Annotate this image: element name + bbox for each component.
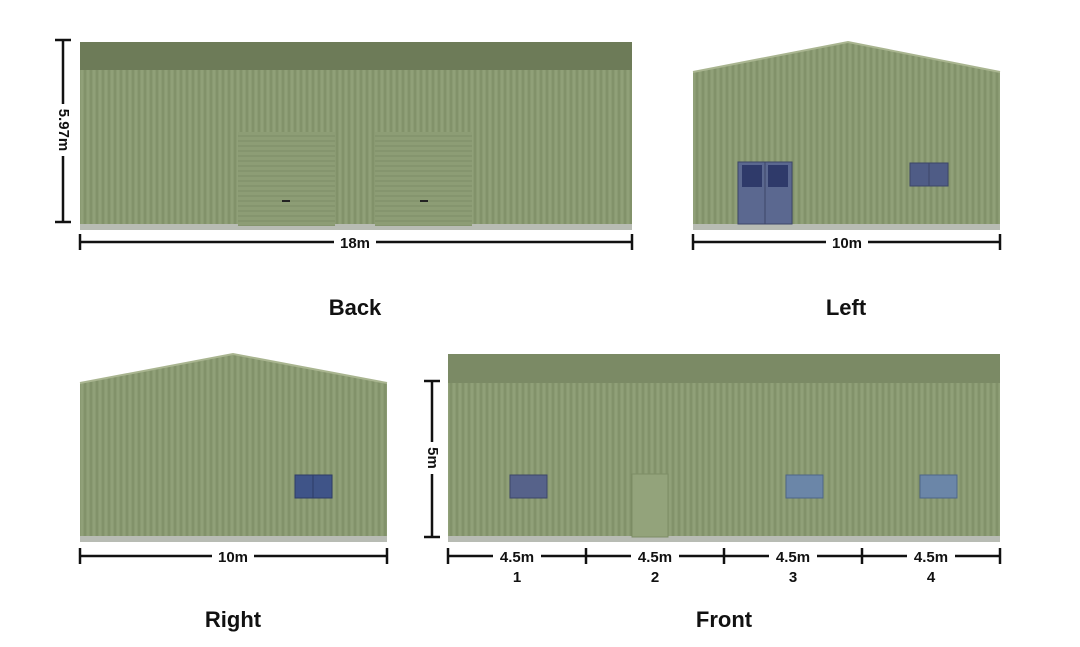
bay-width-label: 4.5m [914, 549, 948, 566]
flashing [692, 40, 1001, 73]
door-glass [768, 165, 788, 187]
window [919, 474, 958, 499]
height-label: 5.97m [55, 109, 72, 152]
height-label: 5m [424, 447, 441, 469]
label-bg [212, 548, 254, 564]
view-title: Left [826, 295, 867, 320]
base [448, 536, 1000, 542]
roller-door [238, 132, 335, 226]
view-title: Front [696, 607, 753, 632]
bay-number: 3 [789, 569, 797, 586]
view-title: Right [205, 607, 262, 632]
bay-number: 4 [927, 569, 936, 586]
roof [448, 354, 1000, 383]
label-bg [422, 442, 442, 474]
label-bg [826, 234, 868, 250]
bay-width-label: 4.5m [776, 549, 810, 566]
back-view: 5.97m 18m Back [54, 38, 634, 320]
label-bg [631, 548, 679, 564]
left-view: 10m Left [691, 40, 1002, 320]
door [631, 473, 669, 538]
width-label: 18m [340, 235, 370, 252]
label-bg [54, 104, 72, 156]
window [509, 474, 548, 499]
window [785, 474, 824, 499]
bay-number: 1 [513, 569, 521, 586]
base [693, 224, 1000, 230]
bay-number: 2 [651, 569, 659, 586]
label-bg [907, 548, 955, 564]
flashing [79, 352, 388, 384]
width-label: 10m [832, 235, 862, 252]
door-glass [742, 165, 762, 187]
width-label: 10m [218, 549, 248, 566]
base [80, 224, 632, 230]
label-bg [493, 548, 541, 564]
right-view: 10m Right [78, 352, 389, 632]
view-title: Back [329, 295, 382, 320]
wall [448, 383, 1000, 538]
bay-width-label: 4.5m [638, 549, 672, 566]
front-view: 5m Front 4.5m 1 4.5m 2 4.5m 3 4.5m 4 [422, 354, 1002, 632]
base [80, 536, 387, 542]
gable-wall [80, 354, 387, 538]
wall [80, 70, 632, 226]
roof [80, 42, 632, 70]
label-bg [769, 548, 817, 564]
bay-width-label: 4.5m [500, 549, 534, 566]
label-bg [334, 234, 376, 250]
roller-door [375, 132, 472, 226]
